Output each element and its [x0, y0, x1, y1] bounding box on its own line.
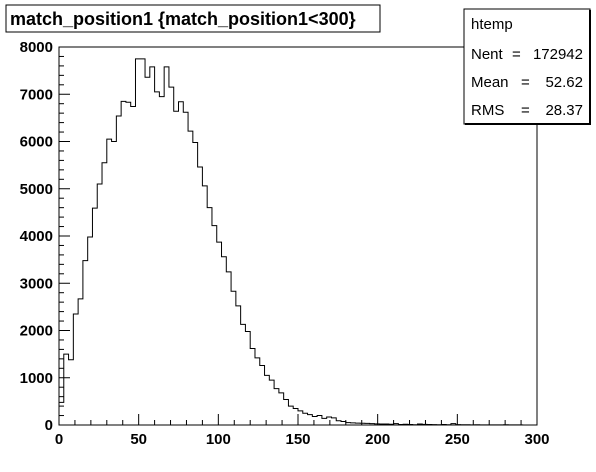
y-axis: 0 1000 2000 3000 4000 5000 6000 7000 8000 [20, 39, 70, 434]
histogram-bin [131, 107, 136, 425]
histogram-bin [64, 354, 69, 425]
histogram-bin [183, 112, 188, 425]
stats-rms-label: RMS [471, 102, 504, 119]
histogram-bin [322, 418, 327, 425]
x-tick-label: 100 [206, 431, 231, 448]
histogram-bin [83, 261, 88, 425]
histogram-bin [179, 102, 184, 425]
histogram-bin [198, 167, 203, 425]
histogram-bin [269, 380, 274, 425]
histogram-bin [331, 418, 336, 425]
stats-mean-value: 52.62 [545, 74, 583, 91]
y-tick-label: 7000 [20, 86, 53, 103]
histogram-bin [288, 406, 293, 425]
y-tick-label: 3000 [20, 275, 53, 292]
histogram-bin [293, 408, 298, 425]
histogram-bin [336, 421, 341, 425]
histogram-bin [265, 375, 270, 425]
histogram-bin [126, 102, 131, 425]
y-tick-label: 6000 [20, 134, 53, 151]
y-tick-label: 2000 [20, 323, 53, 340]
x-tick-label: 300 [524, 431, 549, 448]
chart-title: match_position1 {match_position1<300} [10, 9, 356, 29]
x-axis: 0 50 100 150 200 250 300 [55, 414, 550, 448]
stats-box: htemp Nent = 172942 Mean = 52.62 RMS = 2… [463, 8, 591, 125]
stats-nent-sep: = [512, 46, 521, 63]
histogram-bin [274, 389, 279, 425]
histogram-bin [202, 186, 207, 425]
histogram-bin [207, 208, 212, 425]
histogram-bin [308, 415, 313, 425]
histogram-bin [241, 324, 246, 425]
histogram-bin [279, 393, 284, 425]
y-tick-label: 8000 [20, 39, 53, 56]
histogram-bin [78, 299, 83, 425]
histogram-bin [97, 184, 102, 425]
histogram-bin [88, 237, 93, 425]
stats-mean-sep: = [521, 74, 530, 91]
histogram-bin [222, 257, 227, 425]
histogram-bin [69, 360, 74, 425]
stats-rms-sep: = [521, 102, 530, 119]
histogram-bin [245, 331, 250, 425]
y-tick-label: 0 [45, 417, 53, 434]
stats-nent-label: Nent [471, 46, 504, 63]
histogram-bin [231, 291, 236, 425]
stats-name: htemp [471, 16, 513, 33]
histogram-bin [145, 77, 150, 425]
x-tick-label: 250 [445, 431, 470, 448]
x-tick-label: 150 [285, 431, 310, 448]
histogram-bin [341, 421, 346, 425]
histogram-bin [284, 399, 289, 425]
y-tick-label: 5000 [20, 181, 53, 198]
histogram-bin [73, 314, 78, 425]
histogram-bin [159, 97, 164, 425]
histogram-bin [193, 142, 198, 425]
y-tick-label: 1000 [20, 370, 53, 387]
histogram-bin [121, 101, 126, 425]
histogram-bin [255, 358, 260, 425]
histogram-bin [312, 416, 317, 425]
stats-rms-value: 28.37 [545, 102, 583, 119]
histogram-bin [217, 242, 222, 425]
histogram-bin [226, 272, 231, 425]
histogram-bin [150, 67, 155, 425]
histogram-bin [116, 116, 121, 425]
stats-nent-value: 172942 [533, 46, 583, 63]
histogram-bin [260, 365, 265, 425]
histogram-bin [169, 87, 174, 425]
y-tick-label: 4000 [20, 228, 53, 245]
histogram-bin [155, 92, 160, 425]
histogram-bin [107, 139, 112, 425]
histogram-bin [236, 306, 241, 425]
histogram-bin [317, 416, 322, 425]
histogram-bin [174, 111, 179, 425]
histogram-bin [212, 226, 217, 425]
histogram-bin [102, 163, 107, 425]
histogram-bin [135, 59, 140, 425]
histogram-bin [303, 413, 308, 425]
histogram-bin [250, 348, 255, 425]
x-tick-label: 50 [130, 431, 147, 448]
title-box: match_position1 {match_position1<300} [5, 4, 381, 33]
histogram-bin [112, 142, 117, 426]
histogram-bin [327, 417, 332, 425]
histogram-bin [188, 131, 193, 425]
histogram-bin [164, 67, 169, 425]
x-tick-label: 200 [365, 431, 390, 448]
histogram-bin [140, 59, 145, 425]
stats-mean-label: Mean [471, 74, 509, 91]
x-tick-label: 0 [55, 431, 63, 448]
histogram-bin [92, 208, 97, 425]
histogram-bin [298, 411, 303, 425]
